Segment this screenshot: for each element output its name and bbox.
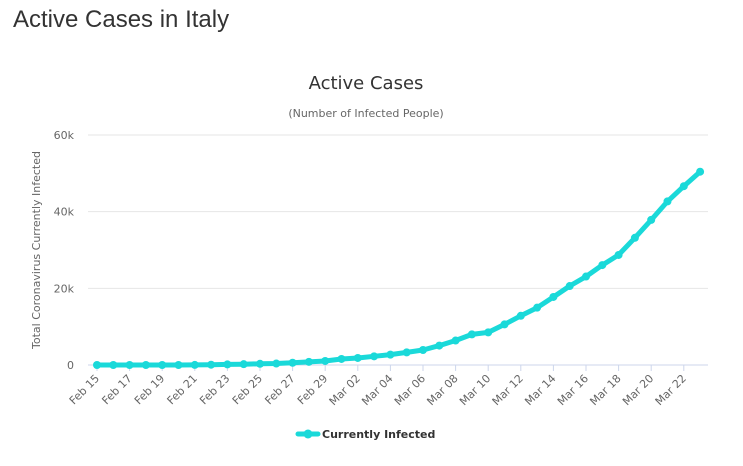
data-point[interactable] — [484, 328, 493, 337]
x-tick-label: Mar 22 — [653, 372, 689, 408]
y-axis-title: Total Coronavirus Currently Infected — [30, 151, 43, 350]
data-point[interactable] — [207, 360, 216, 369]
legend-label[interactable]: Currently Infected — [322, 428, 435, 441]
x-tick-label: Mar 16 — [555, 372, 591, 408]
x-tick-label: Mar 20 — [620, 372, 656, 408]
y-axis-ticks: 0 20k 40k 60k — [54, 129, 75, 372]
data-point[interactable] — [582, 272, 590, 281]
series-line — [94, 169, 703, 368]
chart-subtitle: (Number of Infected People) — [288, 107, 443, 120]
data-point[interactable] — [500, 320, 509, 329]
series-currently-infected — [93, 167, 705, 369]
x-tick-label: Mar 10 — [457, 372, 493, 408]
data-point[interactable] — [141, 360, 150, 369]
y-tick-label: 20k — [54, 282, 75, 295]
data-point[interactable] — [533, 303, 542, 312]
legend-point-marker — [303, 429, 313, 439]
x-tick-label: Feb 21 — [165, 372, 200, 407]
x-tick-label: Mar 06 — [392, 372, 428, 408]
chart-title: Active Cases — [309, 73, 424, 94]
data-point[interactable] — [696, 167, 705, 176]
x-tick-label: Feb 25 — [230, 372, 265, 407]
data-point[interactable] — [549, 292, 558, 301]
data-point[interactable] — [647, 215, 656, 224]
data-point[interactable] — [109, 360, 118, 369]
data-point[interactable] — [190, 360, 199, 369]
data-point[interactable] — [598, 261, 607, 270]
y-tick-label: 60k — [54, 129, 75, 142]
data-point[interactable] — [614, 250, 623, 259]
data-point[interactable] — [467, 330, 476, 339]
data-point[interactable] — [174, 360, 183, 369]
page-title: Active Cases in Italy — [13, 6, 230, 33]
data-point[interactable] — [337, 354, 346, 363]
data-point[interactable] — [272, 359, 281, 368]
x-tick-label: Mar 14 — [522, 372, 558, 408]
legend[interactable]: Currently Infected — [295, 428, 435, 441]
data-point[interactable] — [565, 282, 574, 291]
data-point[interactable] — [321, 356, 330, 365]
data-point[interactable] — [353, 353, 362, 362]
x-tick-label: Mar 02 — [327, 372, 363, 408]
data-point[interactable] — [304, 357, 313, 366]
data-point[interactable] — [370, 352, 379, 361]
data-point[interactable] — [435, 341, 444, 350]
data-point[interactable] — [419, 345, 427, 354]
data-point[interactable] — [288, 358, 297, 367]
x-tick-label: Feb 15 — [67, 372, 102, 407]
x-tick-label: Feb 27 — [262, 372, 297, 407]
x-tick-label: Feb 17 — [99, 372, 134, 407]
data-point[interactable] — [386, 350, 395, 359]
data-point[interactable] — [125, 360, 134, 369]
data-point[interactable] — [663, 197, 672, 206]
data-point[interactable] — [223, 360, 232, 369]
data-point[interactable] — [239, 360, 248, 369]
y-tick-label: 0 — [67, 359, 74, 372]
data-point[interactable] — [93, 360, 101, 369]
x-tick-label: Feb 19 — [132, 372, 167, 407]
x-tick-label: Mar 04 — [359, 372, 395, 408]
x-tick-label: Mar 12 — [490, 372, 526, 408]
data-point[interactable] — [516, 311, 525, 320]
data-point[interactable] — [679, 182, 688, 191]
data-point[interactable] — [451, 336, 460, 345]
data-point[interactable] — [256, 359, 264, 368]
x-tick-label: Mar 08 — [424, 372, 460, 408]
data-point[interactable] — [402, 348, 411, 357]
data-point[interactable] — [158, 360, 167, 369]
data-point[interactable] — [630, 233, 639, 242]
gridlines — [88, 134, 708, 366]
x-tick-label: Mar 18 — [587, 372, 623, 408]
x-tick-label: Feb 29 — [295, 372, 330, 407]
y-tick-label: 40k — [54, 206, 75, 219]
x-tick-label: Feb 23 — [197, 372, 232, 407]
